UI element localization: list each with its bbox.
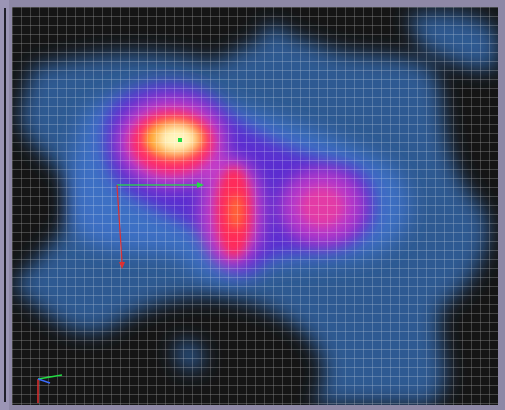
toolbar-divider bbox=[4, 8, 6, 402]
wireframe-mesh bbox=[12, 7, 498, 405]
gizmo-y-arrow[interactable] bbox=[119, 262, 125, 269]
left-toolbar-edge bbox=[0, 0, 9, 410]
triad-x-axis bbox=[37, 374, 63, 380]
gizmo-y-axis[interactable] bbox=[116, 184, 123, 263]
orientation-triad bbox=[37, 374, 63, 403]
3d-viewport[interactable] bbox=[12, 7, 498, 405]
heatmap-canvas[interactable] bbox=[12, 7, 498, 405]
triad-z-axis bbox=[37, 378, 51, 384]
selection-marker[interactable] bbox=[178, 138, 182, 142]
transform-gizmo[interactable] bbox=[116, 138, 204, 269]
gizmo-x-arrow[interactable] bbox=[197, 182, 204, 188]
